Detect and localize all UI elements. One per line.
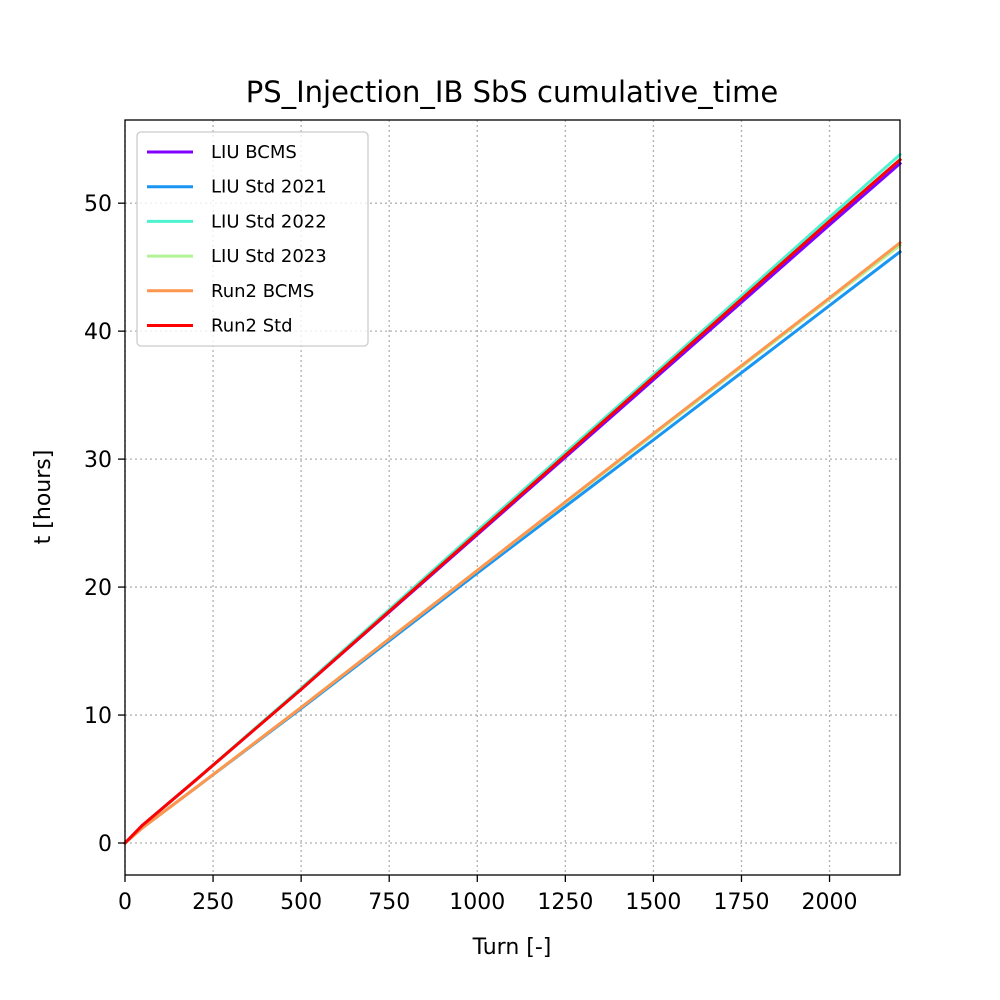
y-axis-ticks: 0 10 20 30 40 50 — [84, 192, 125, 857]
x-tick-label: 500 — [280, 890, 322, 915]
legend-label-liu-std-2022: LIU Std 2022 — [211, 211, 327, 232]
x-tick-label: 250 — [192, 890, 234, 915]
legend-entries: LIU BCMS LIU Std 2021 LIU Std 2022 LIU Std … — [147, 142, 327, 337]
legend-box — [136, 131, 369, 347]
x-tick-label: 1250 — [537, 890, 593, 915]
legend-label-liu-std-2023: LIU Std 2023 — [211, 246, 327, 267]
plot-frame — [124, 119, 901, 876]
x-tick-label: 1000 — [449, 890, 505, 915]
chart-title: PS_Injection_IB SbS cumulative_time — [246, 75, 779, 109]
series-lines — [122, 152, 903, 846]
x-tick-label: 1750 — [713, 890, 769, 915]
series-line-run2-std — [122, 157, 903, 846]
legend-label-run2-bcms: Run2 BCMS — [211, 281, 314, 302]
legend-label-liu-std-2021: LIU Std 2021 — [211, 177, 327, 198]
x-tick-label: 750 — [368, 890, 410, 915]
x-tick-label: 0 — [118, 890, 132, 915]
legend: LIU BCMS LIU Std 2021 LIU Std 2022 LIU Std … — [136, 131, 369, 347]
legend-label-liu-bcms: LIU BCMS — [211, 142, 297, 163]
y-tick-label: 20 — [84, 576, 112, 601]
x-tick-label: 1500 — [625, 890, 681, 915]
y-tick-label: 30 — [84, 448, 112, 473]
y-tick-label: 50 — [84, 192, 112, 217]
series-line-run2-bcms — [122, 240, 903, 846]
x-axis-label: Turn [-] — [472, 935, 552, 960]
y-tick-label: 10 — [84, 704, 112, 729]
y-tick-label: 0 — [98, 832, 112, 857]
legend-label-run2-std: Run2 Std — [211, 316, 293, 337]
x-axis-ticks: 0 250 500 750 1000 1250 1500 1750 2000 — [118, 875, 858, 915]
y-tick-label: 40 — [84, 320, 112, 345]
y-axis-label: t [hours] — [31, 450, 56, 545]
x-tick-label: 2000 — [802, 890, 858, 915]
